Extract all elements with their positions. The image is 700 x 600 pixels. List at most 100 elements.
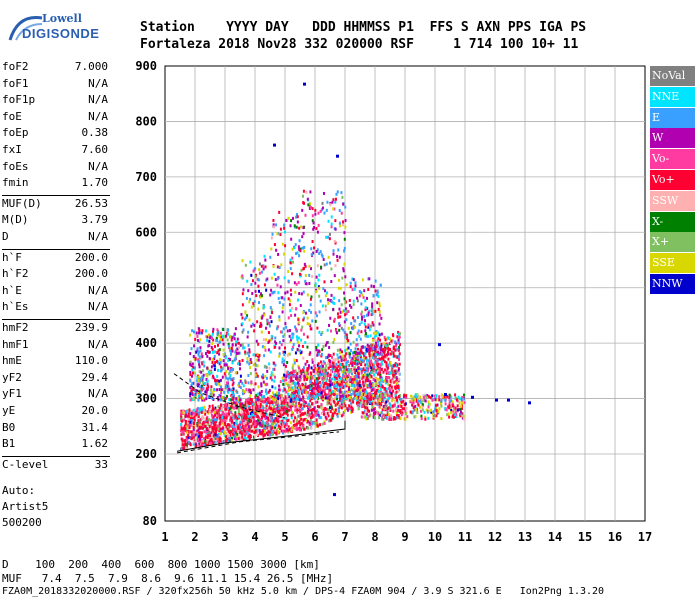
echo-point: [398, 345, 401, 349]
echo-point: [336, 394, 339, 398]
echo-point: [257, 342, 260, 346]
echo-point: [374, 361, 377, 365]
legend-item-xplus: X+: [650, 232, 695, 253]
echo-point: [380, 356, 383, 360]
echo-point: [322, 257, 325, 261]
echo-point: [301, 246, 304, 250]
echo-point: [344, 275, 347, 279]
echo-point: [223, 363, 226, 367]
echo-point: [268, 401, 271, 405]
echo-point: [284, 423, 287, 427]
echo-point: [268, 424, 271, 428]
legend-item-nnw: NNW: [650, 273, 695, 294]
echo-point: [342, 393, 345, 397]
echo-point: [389, 388, 392, 392]
echo-point: [192, 419, 195, 423]
echo-point: [189, 333, 192, 337]
echo-point: [222, 441, 225, 445]
echo-point: [213, 387, 216, 391]
echo-point: [310, 411, 313, 415]
echo-point: [384, 414, 387, 418]
echo-point: [363, 354, 366, 358]
echo-point: [266, 277, 269, 281]
echo-point: [297, 366, 300, 370]
echo-point: [269, 255, 272, 259]
echo-point: [304, 311, 307, 315]
echo-point: [388, 417, 391, 421]
echo-point: [331, 200, 334, 204]
echo-point: [386, 394, 389, 398]
echo-point: [235, 418, 238, 422]
echo-point: [228, 436, 231, 440]
echo-point: [384, 348, 387, 352]
echo-point: [320, 265, 323, 269]
echo-point: [338, 328, 341, 332]
echo-point: [404, 402, 407, 406]
echo-point: [260, 415, 263, 419]
echo-point: [315, 290, 318, 294]
echo-point: [289, 405, 292, 409]
echo-point: [340, 303, 343, 307]
echo-point: [276, 393, 279, 397]
echo-point: [394, 392, 397, 396]
echo-point: [341, 195, 344, 199]
parameter-label: fmin: [2, 176, 29, 190]
echo-point: [455, 398, 458, 402]
echo-point: [221, 366, 224, 370]
echo-point: [341, 377, 344, 381]
echo-point: [327, 366, 330, 370]
echo-point: [279, 380, 282, 384]
echo-point: [236, 405, 239, 409]
echo-point: [298, 272, 301, 276]
parameter-label: fxI: [2, 143, 22, 156]
echo-point: [387, 343, 390, 347]
echo-point: [338, 209, 341, 213]
echo-point: [230, 346, 233, 350]
echo-point: [397, 348, 400, 352]
echo-point: [389, 361, 392, 365]
echo-point: [244, 311, 247, 315]
echo-point: [224, 439, 227, 443]
echo-point: [252, 418, 255, 422]
echo-point: [292, 332, 295, 336]
echo-point: [412, 395, 415, 399]
echo-point: [287, 380, 290, 384]
echo-point: [326, 398, 329, 402]
echo-point: [355, 375, 358, 379]
echo-point: [235, 349, 238, 353]
echo-point: [283, 399, 286, 403]
echo-point: [254, 421, 257, 425]
echo-point: [290, 293, 293, 297]
echo-point: [397, 371, 400, 375]
echo-point: [221, 415, 224, 419]
echo-point: [284, 429, 287, 433]
echo-point: [378, 416, 381, 420]
echo-point: [368, 328, 371, 332]
echo-point: [238, 405, 241, 409]
echo-point: [282, 404, 285, 408]
echo-point: [326, 396, 329, 400]
echo-point: [298, 396, 301, 400]
echo-point: [331, 377, 334, 381]
echo-point: [370, 356, 373, 360]
echo-point: [297, 391, 300, 395]
echo-point: [458, 401, 461, 405]
echo-point: [342, 404, 345, 408]
echo-point: [363, 315, 366, 319]
echo-point: [337, 315, 340, 319]
echo-point: [290, 428, 293, 432]
echo-point: [296, 298, 299, 302]
echo-point: [374, 289, 377, 293]
echo-point: [362, 396, 365, 400]
echo-point: [331, 389, 334, 393]
echo-point: [309, 423, 312, 427]
echo-point: [364, 333, 367, 337]
echo-point: [201, 422, 204, 426]
echo-point: [192, 425, 195, 429]
echo-point: [352, 340, 355, 344]
echo-point: [316, 351, 319, 355]
echo-point: [346, 407, 349, 411]
echo-point: [328, 323, 331, 327]
echo-point: [260, 316, 263, 320]
echo-point: [308, 384, 311, 388]
